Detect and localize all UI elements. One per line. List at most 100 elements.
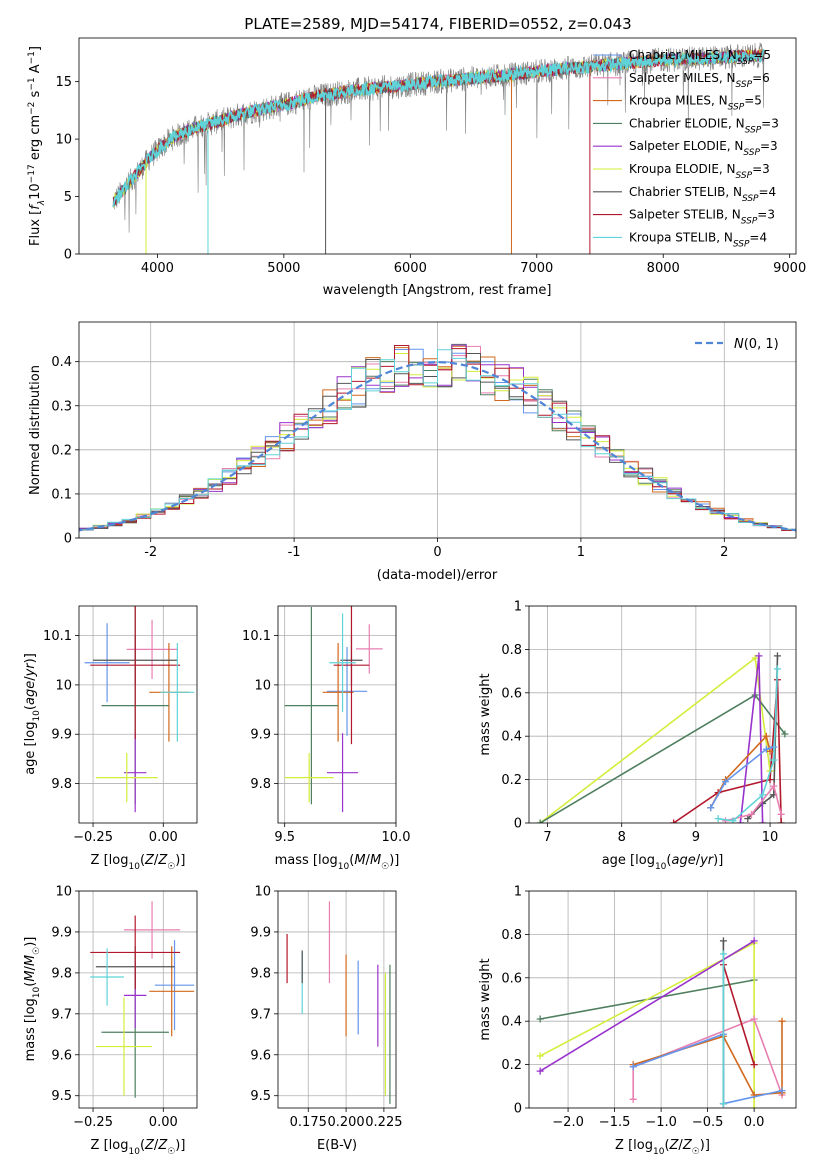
x-tick-label: −0.25 bbox=[73, 1115, 113, 1130]
x-tick-label: 9000 bbox=[773, 261, 806, 276]
axes-frame bbox=[78, 605, 198, 824]
legend: N(0, 1) bbox=[695, 337, 779, 352]
weight-marker bbox=[781, 730, 789, 738]
x-tick-label: 1 bbox=[577, 545, 585, 560]
age-vs-Z-panel: −0.25 0.00 9.8 9.9 10 10.1 bbox=[43, 605, 198, 845]
weight-marker bbox=[536, 1015, 544, 1023]
y-tick-label: 9.8 bbox=[51, 777, 72, 792]
y-tick-label: 9.8 bbox=[51, 966, 72, 981]
y-tick-label: 10.1 bbox=[242, 629, 271, 644]
y-tick-label: 0.1 bbox=[51, 487, 72, 502]
model-spectrum bbox=[112, 48, 765, 208]
weight-marker bbox=[777, 819, 785, 823]
histogram-step bbox=[79, 349, 796, 531]
weight-marker bbox=[750, 1104, 758, 1108]
weight-marker bbox=[778, 1017, 786, 1025]
y-tick-label: 10.1 bbox=[43, 629, 72, 644]
x-tick-label: 8 bbox=[618, 830, 626, 845]
weight-marker bbox=[770, 782, 778, 790]
x-tick-label: 7000 bbox=[520, 261, 553, 276]
axes-frame bbox=[277, 890, 397, 1109]
x-tick-label: 2 bbox=[720, 545, 728, 560]
y-tick-label: 10 bbox=[254, 678, 271, 693]
y-tick-label: 9.6 bbox=[51, 1048, 72, 1063]
weight-marker bbox=[714, 815, 722, 823]
y-tick-label: 0.2 bbox=[501, 773, 522, 788]
weight-marker bbox=[773, 652, 781, 660]
y-tick-label: 0.2 bbox=[51, 443, 72, 458]
x-axis-label: Z [log10(Z/Z☉)] bbox=[91, 853, 186, 872]
y-axis-label: age [log10(age/yr)] bbox=[23, 653, 42, 775]
y-tick-label: 9.7 bbox=[250, 1007, 271, 1022]
y-tick-label: 0.3 bbox=[51, 399, 72, 414]
weight-marker bbox=[707, 804, 715, 812]
y-tick-label: 9.9 bbox=[250, 728, 271, 743]
y-tick-label: 5 bbox=[64, 190, 72, 205]
y-tick-label: 10 bbox=[55, 678, 72, 693]
weight-marker bbox=[722, 778, 730, 786]
plot-area bbox=[79, 606, 197, 823]
weight-marker bbox=[770, 756, 778, 764]
y-tick-label: 0 bbox=[64, 532, 72, 547]
x-tick-label: 10 bbox=[762, 830, 779, 845]
weight-line bbox=[725, 784, 782, 822]
y-tick-label: 9.6 bbox=[250, 1048, 271, 1063]
x-tick-label: 7 bbox=[543, 830, 551, 845]
plot-area bbox=[278, 606, 396, 823]
residual-panel: -2 -1 0 1 2 0 0.1 0.2 0.3 0.4 bbox=[51, 321, 797, 560]
y-tick-label: 9.5 bbox=[250, 1089, 271, 1104]
weight-marker bbox=[750, 1015, 758, 1023]
x-tick-label: 0.225 bbox=[365, 1115, 402, 1130]
weight-line bbox=[710, 746, 775, 809]
weight-line bbox=[539, 656, 771, 823]
y-tick-label: 0 bbox=[514, 817, 522, 832]
weight-line bbox=[539, 941, 755, 1108]
y-tick-label: 9.7 bbox=[51, 1007, 72, 1022]
weight-marker bbox=[759, 791, 767, 799]
x-axis-label: age [log10(age/yr)] bbox=[602, 853, 724, 872]
x-axis-label: wavelength [Angstrom, rest frame] bbox=[323, 283, 552, 298]
y-tick-label: 10 bbox=[55, 133, 72, 148]
legend-label: Kroupa STELIB, NSSP=4 bbox=[629, 230, 767, 249]
weight-marker bbox=[719, 937, 727, 945]
legend-label: Salpeter STELIB, NSSP=3 bbox=[629, 208, 775, 227]
x-tick-label: 4000 bbox=[141, 261, 174, 276]
weight-marker bbox=[762, 732, 770, 740]
weight-marker bbox=[750, 1061, 758, 1069]
x-tick-label: 9 bbox=[692, 830, 700, 845]
weight-marker bbox=[755, 652, 763, 660]
weight-marker bbox=[629, 1063, 637, 1071]
x-tick-label: 6000 bbox=[394, 261, 427, 276]
legend-label: Kroupa MILES, NSSP=5 bbox=[629, 94, 762, 113]
weight-marker bbox=[736, 819, 744, 823]
x-tick-label: 8000 bbox=[647, 261, 680, 276]
weight-marker bbox=[751, 654, 759, 662]
legend-label: Salpeter MILES, NSSP=6 bbox=[629, 71, 770, 90]
x-axis-label: E(B-V) bbox=[317, 1138, 357, 1153]
weight-marker bbox=[536, 1052, 544, 1060]
y-tick-label: 9.5 bbox=[51, 1089, 72, 1104]
x-tick-label: −2.0 bbox=[552, 1115, 584, 1130]
weight-marker bbox=[777, 810, 785, 818]
y-axis-label: Normed distribution bbox=[28, 365, 43, 495]
plot-area bbox=[278, 891, 396, 1108]
y-tick-label: 0.8 bbox=[501, 643, 522, 658]
x-tick-label: −0.5 bbox=[692, 1115, 724, 1130]
axes-frame bbox=[528, 605, 797, 824]
x-tick-label: 0 bbox=[433, 545, 441, 560]
x-axis-label: (data-model)/error bbox=[377, 568, 498, 583]
weight-marker bbox=[536, 1067, 544, 1075]
x-tick-label: 0.00 bbox=[149, 1115, 178, 1130]
weight-marker bbox=[719, 1100, 727, 1108]
y-tick-label: 0 bbox=[514, 1102, 522, 1117]
y-tick-label: 0.2 bbox=[501, 1058, 522, 1073]
legend-label: Chabrier STELIB, NSSP=4 bbox=[629, 185, 776, 204]
weight-vs-Z-panel: −2.0 −1.5 −1.0 −0.5 0.0 0 0.2 0.4 0.6 0.8 1 bbox=[501, 885, 797, 1130]
y-tick-label: 0.4 bbox=[501, 1015, 522, 1030]
x-tick-label: 0.175 bbox=[290, 1115, 327, 1130]
weight-line bbox=[632, 1017, 783, 1100]
y-tick-label: 9.9 bbox=[51, 925, 72, 940]
x-tick-label: 0.0 bbox=[744, 1115, 765, 1130]
weight-marker bbox=[748, 810, 755, 818]
